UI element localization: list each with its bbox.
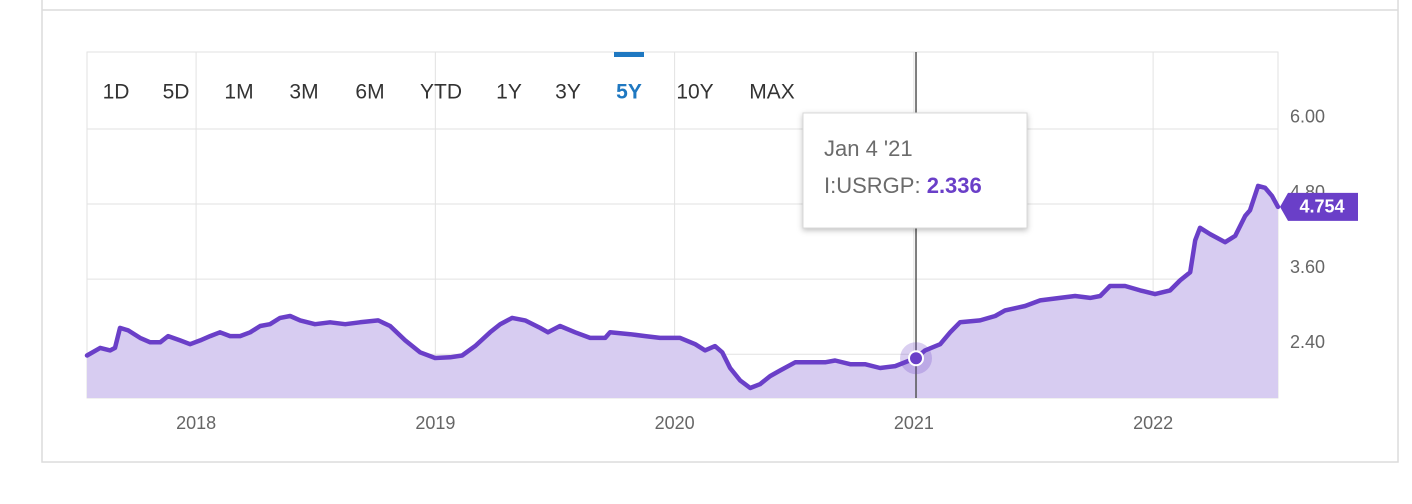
range-button[interactable]: 6M: [355, 81, 384, 104]
x-tick-label: 2022: [1133, 413, 1173, 433]
selected-indicator: [614, 52, 644, 57]
range-button[interactable]: MAX: [749, 81, 795, 104]
series-line: [84, 183, 1281, 391]
range-button[interactable]: 3M: [289, 81, 318, 104]
range-button[interactable]: 5D: [163, 81, 190, 104]
x-tick-label: 2019: [415, 413, 455, 433]
x-tick-label: 2018: [176, 413, 216, 433]
range-button[interactable]: 5Y: [616, 81, 642, 104]
area-fill: [87, 185, 1278, 398]
tooltip: Jan 4 '21 I:USRGP: 2.336: [802, 112, 1028, 229]
x-tick-label: 2021: [894, 413, 934, 433]
tooltip-date: Jan 4 '21: [824, 136, 913, 161]
x-tick-label: 2020: [655, 413, 695, 433]
range-button[interactable]: 3Y: [555, 81, 581, 104]
last-value-label: 4.754: [1299, 197, 1344, 217]
tooltip-box: [802, 112, 1028, 229]
hover-point: [908, 350, 925, 367]
range-button[interactable]: 1Y: [496, 81, 522, 104]
tooltip-value: 2.336: [927, 173, 982, 198]
range-button[interactable]: 1M: [224, 81, 253, 104]
last-value-badge: [1280, 192, 1358, 221]
range-button[interactable]: 10Y: [676, 81, 713, 104]
y-tick-label: 6.00: [1290, 107, 1325, 127]
y-tick-label: 3.60: [1290, 257, 1325, 277]
tooltip-label: I:USRGP: 2.336: [824, 173, 982, 198]
tooltip-series: I:USRGP:: [824, 173, 921, 198]
range-button[interactable]: YTD: [420, 81, 462, 104]
y-tick-label: 2.40: [1290, 332, 1325, 352]
range-button[interactable]: 1D: [103, 81, 130, 104]
